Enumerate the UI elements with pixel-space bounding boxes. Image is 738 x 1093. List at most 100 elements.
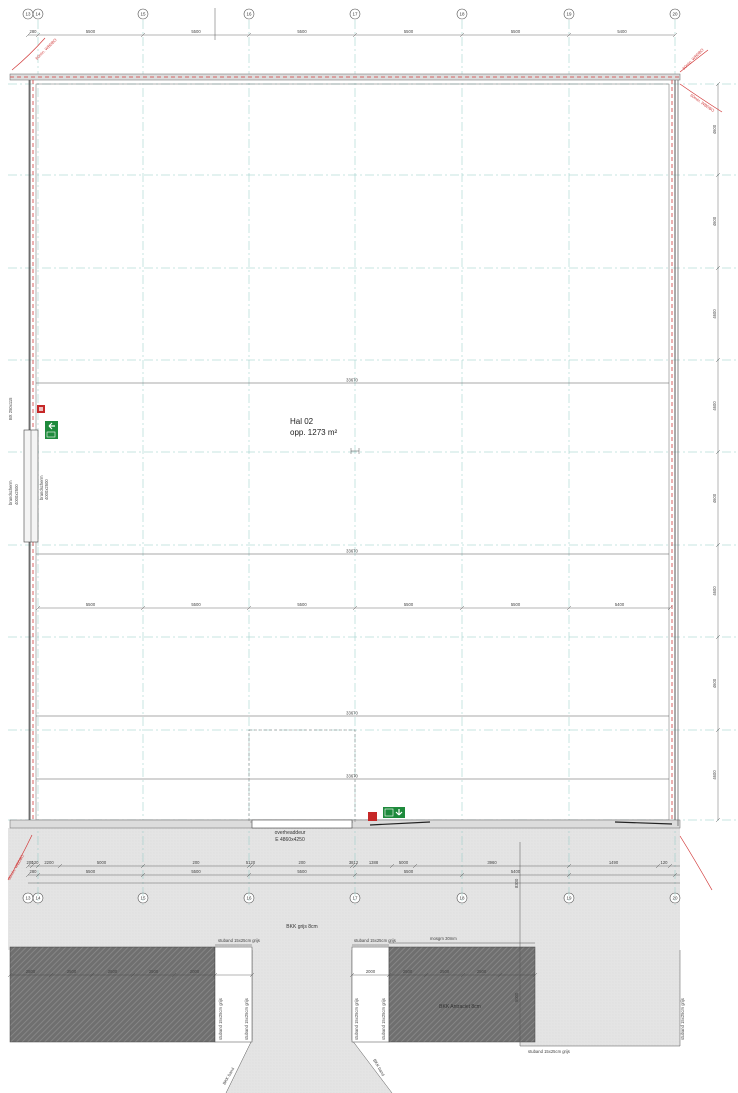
mid-dim-1: 5500 xyxy=(191,602,201,607)
left-door-label-3: 4000x2500 xyxy=(14,484,19,505)
bottom-dim-2-3: 5500 xyxy=(297,869,307,874)
right-dim-3: 4600 xyxy=(712,401,717,411)
center-marker xyxy=(350,448,360,454)
bottom-dim-1-1: 120 xyxy=(32,860,40,865)
span-dim-2: 33670 xyxy=(346,711,358,716)
left-door-label-2: brandscherm xyxy=(8,480,13,505)
left-door-label-5: 4000x2500 xyxy=(44,479,49,500)
right-dim-0: 4600 xyxy=(712,124,717,134)
mid-dim-5: 5400 xyxy=(615,602,625,607)
parking-right-white xyxy=(351,946,390,1043)
band-vertical-1: stuband 15x25cm grijs xyxy=(218,998,223,1040)
top-dim-1: 5500 xyxy=(86,29,96,34)
band-vertical-5: stuband 15x25cm grijs xyxy=(680,998,685,1040)
parking-dim-right-0: 2000 xyxy=(366,969,376,974)
column-bubble-top-label: 20 xyxy=(672,12,678,17)
dim-vertical-2: 5000 xyxy=(514,992,519,1002)
bottom-dim-1-4: 200 xyxy=(193,860,201,865)
parking-dimensions-left: 2500 2500 2500 2500 2000 xyxy=(7,969,255,978)
access-road xyxy=(226,950,392,1093)
overhead-door-label-2: E 4860x4250 xyxy=(275,837,305,843)
parking-dim-right-1: 2500 xyxy=(403,969,413,974)
middle-dimension-line: 5500 5500 5500 5500 5500 5400 xyxy=(35,602,673,611)
band-mid-label: stuband 15x25cm grijs xyxy=(354,938,396,943)
column-bubbles-top: 13 14 15 16 17 18 19 20 xyxy=(22,8,681,20)
column-bubble-top-label: 13 xyxy=(25,12,31,17)
column-bubble-bottom-20: 20 xyxy=(669,892,681,904)
column-bubble-bottom-label: 13 xyxy=(25,896,31,901)
band-left-label: stuband 15x25cm grijs xyxy=(218,938,260,943)
column-bubble-bottom-label: 14 xyxy=(35,896,41,901)
extinguisher-sign-bottom xyxy=(368,812,377,821)
structural-grid xyxy=(8,20,738,905)
right-dim-5: 4600 xyxy=(712,586,717,596)
bottom-dim-1-7: 3812 xyxy=(349,860,359,865)
column-bubble-top-label: 15 xyxy=(140,12,146,17)
column-bubble-top-15: 15 xyxy=(137,8,149,20)
bottom-dim-1-2: 2200 xyxy=(44,860,54,865)
bottom-dim-1-10: 3960 xyxy=(487,860,497,865)
column-bubble-top-14: 14 xyxy=(32,8,44,20)
bottom-dim-1-6: 200 xyxy=(299,860,307,865)
overhead-door xyxy=(251,819,353,829)
band-vertical-4: stuband 15x25cm grijs xyxy=(381,998,386,1040)
mid-dim-2: 5500 xyxy=(297,602,307,607)
parking-left-white xyxy=(214,946,253,1043)
mid-dim-4: 5500 xyxy=(511,602,521,607)
parking-left xyxy=(9,946,216,1043)
span-dim-1: 33670 xyxy=(346,549,358,554)
column-bubble-top-17: 17 xyxy=(349,8,361,20)
column-bubble-top-13: 13 xyxy=(22,8,34,20)
corner-label-tr2: 60min. WBDBO xyxy=(689,93,715,113)
left-door-label-1: BX 250x115 xyxy=(8,397,13,420)
paving-right-label: BKK Antraciet 8cm xyxy=(439,1004,481,1010)
room-area: opp. 1273 m² xyxy=(290,428,337,437)
parking-dim-left-1: 2500 xyxy=(67,969,77,974)
bottom-dim-1-5: 5120 xyxy=(246,860,256,865)
band-bottom-label: stuband 15x25cm grijs xyxy=(528,1049,570,1054)
column-bubble-top-16: 16 xyxy=(243,8,255,20)
right-dim-1: 4600 xyxy=(712,216,717,226)
top-dim-4: 5500 xyxy=(404,29,414,34)
band-vertical-3: stuband 15x25cm grijs xyxy=(354,998,359,1040)
parking-dim-right-2: 2500 xyxy=(440,969,450,974)
parking-dimensions-right: 2000 2500 2500 2500 xyxy=(349,969,538,978)
corner-annotations: 60min. WBDBO 60min. WBDBO 60min. WBDBO 6… xyxy=(7,37,723,891)
column-bubble-top-19: 19 xyxy=(563,8,575,20)
bottom-dim-1-11: 1490 xyxy=(609,860,619,865)
column-bubble-bottom-label: 15 xyxy=(140,896,146,901)
parking-dim-left-4: 2000 xyxy=(190,969,200,974)
column-bubble-top-label: 17 xyxy=(352,12,358,17)
bottom-dimension-line-2: 280 5500 5500 5500 5500 5400 xyxy=(25,869,678,878)
bottom-dim-2-0: 280 xyxy=(30,869,38,874)
span-dim-0: 33670 xyxy=(346,378,358,383)
column-bubble-top-18: 18 xyxy=(456,8,468,20)
dim-vertical: 8300 xyxy=(514,878,519,888)
column-bubble-bottom-label: 19 xyxy=(566,896,572,901)
right-dim-6: 4600 xyxy=(712,678,717,688)
paving-main-label: BKK grijs 8cm xyxy=(286,924,317,930)
column-bubble-bottom-label: 20 xyxy=(672,896,678,901)
bottom-dim-1-3: 5000 xyxy=(97,860,107,865)
column-bubble-top-label: 18 xyxy=(459,12,465,17)
right-dim-7: 4600 xyxy=(712,770,717,780)
mid-dim-3: 5500 xyxy=(404,602,414,607)
column-bubble-top-label: 19 xyxy=(566,12,572,17)
column-bubble-bottom-15: 15 xyxy=(137,892,149,904)
bottom-dim-2-4: 5500 xyxy=(404,869,414,874)
span-lines: 33670 33670 33670 33670 xyxy=(36,378,669,780)
paving-right-strip xyxy=(520,828,680,1046)
bottom-dim-2-2: 5500 xyxy=(191,869,201,874)
band-top-label: mosgrn 30mm xyxy=(430,936,457,941)
parking-dim-left-2: 2500 xyxy=(108,969,118,974)
right-dimension-line: 4600 4600 4600 4600 4600 4600 4600 4600 xyxy=(712,81,721,823)
overhead-door-label-1: overheaddeur xyxy=(275,830,306,836)
column-bubble-bottom-17: 17 xyxy=(349,892,361,904)
bottom-dim-1-0: 200 xyxy=(27,860,35,865)
column-bubble-bottom-label: 18 xyxy=(459,896,465,901)
room-name: Hal 02 xyxy=(290,417,314,426)
column-bubble-top-label: 16 xyxy=(246,12,252,17)
right-dim-4: 4600 xyxy=(712,493,717,503)
column-bubble-top-20: 20 xyxy=(669,8,681,20)
